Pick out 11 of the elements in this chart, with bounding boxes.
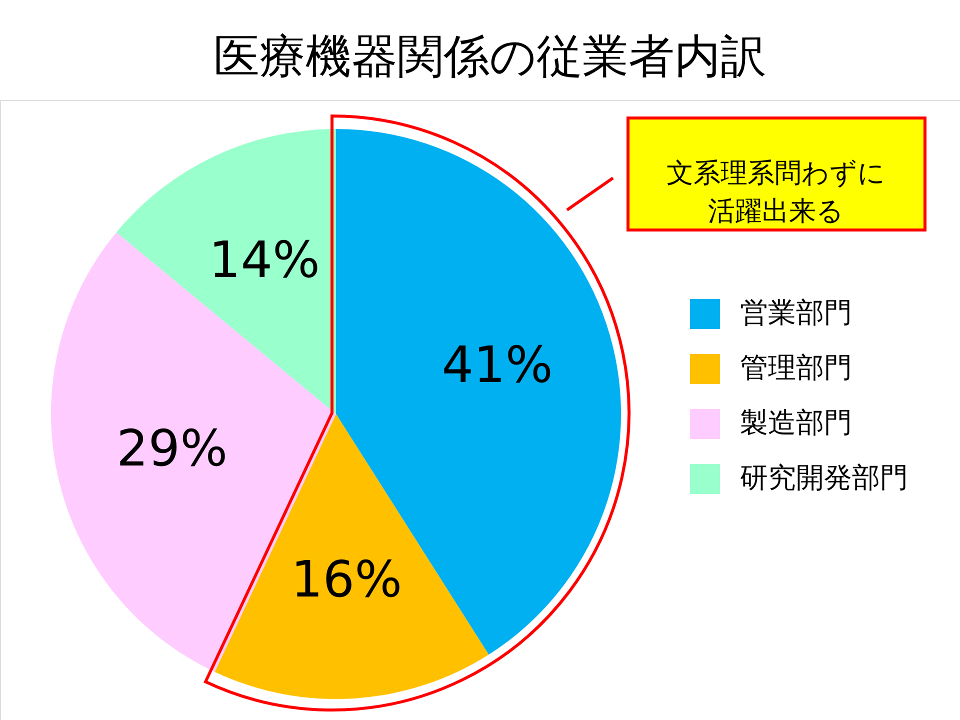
data-label: 16% xyxy=(290,550,402,609)
legend-label: 営業部門 xyxy=(740,296,852,329)
chart-title: 医療機器関係の従業者内訳 xyxy=(214,29,766,83)
legend-label: 製造部門 xyxy=(740,406,852,439)
legend-label: 研究開発部門 xyxy=(740,461,908,494)
legend-label: 管理部門 xyxy=(740,351,852,384)
data-label: 41% xyxy=(442,336,553,394)
data-label: 14% xyxy=(208,230,320,289)
text: 文系理系問わずに活躍出来る xyxy=(666,158,886,227)
pie-slice xyxy=(116,129,336,414)
data-label: 29% xyxy=(116,420,228,478)
